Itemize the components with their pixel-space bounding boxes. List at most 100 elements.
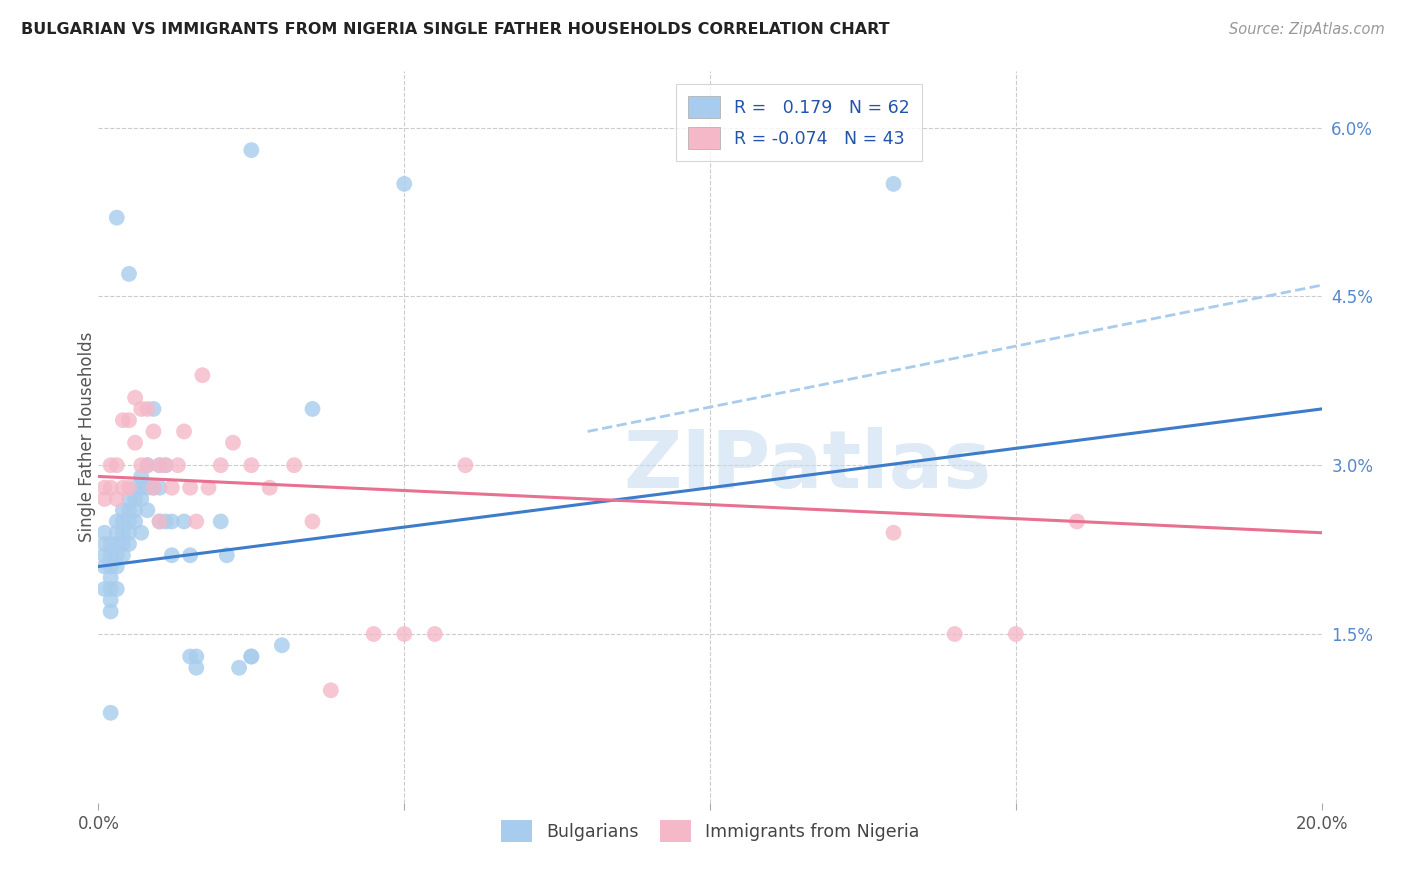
Point xyxy=(191,368,214,383)
Point xyxy=(136,481,159,495)
Point xyxy=(118,503,141,517)
Point xyxy=(105,582,128,596)
Point xyxy=(100,571,122,585)
Point xyxy=(111,548,134,562)
Point xyxy=(105,211,128,225)
Point xyxy=(129,491,152,506)
Point xyxy=(155,458,177,473)
Point xyxy=(197,481,219,495)
Point xyxy=(100,593,122,607)
Point xyxy=(270,638,292,652)
Point xyxy=(1004,627,1026,641)
Point xyxy=(129,469,152,483)
Point xyxy=(179,649,201,664)
Point xyxy=(160,515,183,529)
Point xyxy=(155,515,177,529)
Point xyxy=(100,481,122,495)
Point xyxy=(118,413,141,427)
Point xyxy=(186,649,208,664)
Point xyxy=(100,605,122,619)
Point xyxy=(160,548,183,562)
Point xyxy=(423,627,446,641)
Point xyxy=(100,458,122,473)
Text: BULGARIAN VS IMMIGRANTS FROM NIGERIA SINGLE FATHER HOUSEHOLDS CORRELATION CHART: BULGARIAN VS IMMIGRANTS FROM NIGERIA SIN… xyxy=(21,22,890,37)
Point xyxy=(222,435,245,450)
Point xyxy=(100,559,122,574)
Point xyxy=(129,458,152,473)
Point xyxy=(240,458,263,473)
Point xyxy=(392,627,416,641)
Point xyxy=(129,525,152,540)
Point xyxy=(105,515,128,529)
Point xyxy=(105,491,128,506)
Point xyxy=(179,548,201,562)
Text: ZIPatlas: ZIPatlas xyxy=(624,427,993,506)
Point xyxy=(124,435,146,450)
Point xyxy=(160,481,183,495)
Point xyxy=(136,458,159,473)
Point xyxy=(129,401,152,416)
Point xyxy=(118,481,141,495)
Point xyxy=(149,458,172,473)
Point xyxy=(136,458,159,473)
Point xyxy=(118,515,141,529)
Point xyxy=(124,491,146,506)
Point xyxy=(111,537,134,551)
Point xyxy=(301,401,323,416)
Point xyxy=(124,515,146,529)
Point xyxy=(215,548,238,562)
Point xyxy=(319,683,342,698)
Point xyxy=(93,548,115,562)
Point xyxy=(186,661,208,675)
Text: Source: ZipAtlas.com: Source: ZipAtlas.com xyxy=(1229,22,1385,37)
Point xyxy=(105,537,128,551)
Point xyxy=(124,391,146,405)
Point xyxy=(454,458,477,473)
Point xyxy=(149,481,172,495)
Point xyxy=(283,458,305,473)
Y-axis label: Single Father Households: Single Father Households xyxy=(79,332,96,542)
Point xyxy=(1066,515,1088,529)
Point xyxy=(142,481,165,495)
Point xyxy=(301,515,323,529)
Point xyxy=(105,525,128,540)
Point xyxy=(129,481,152,495)
Point xyxy=(111,481,134,495)
Point xyxy=(118,491,141,506)
Point xyxy=(179,481,201,495)
Point xyxy=(240,143,263,157)
Point xyxy=(105,458,128,473)
Point xyxy=(173,515,195,529)
Point xyxy=(100,548,122,562)
Point xyxy=(124,481,146,495)
Point xyxy=(240,649,263,664)
Point xyxy=(100,537,122,551)
Point xyxy=(93,537,115,551)
Point xyxy=(259,481,281,495)
Point xyxy=(240,649,263,664)
Point xyxy=(93,559,115,574)
Point xyxy=(111,525,134,540)
Point xyxy=(100,706,122,720)
Point xyxy=(93,491,115,506)
Point xyxy=(228,661,250,675)
Point xyxy=(93,582,115,596)
Point xyxy=(155,458,177,473)
Legend: Bulgarians, Immigrants from Nigeria: Bulgarians, Immigrants from Nigeria xyxy=(494,813,927,849)
Point xyxy=(93,481,115,495)
Point xyxy=(105,559,128,574)
Point xyxy=(142,401,165,416)
Point xyxy=(105,548,128,562)
Point xyxy=(142,425,165,439)
Point xyxy=(118,525,141,540)
Point xyxy=(111,503,134,517)
Point xyxy=(118,267,141,281)
Point xyxy=(209,458,232,473)
Point xyxy=(392,177,416,191)
Point xyxy=(186,515,208,529)
Point xyxy=(149,515,172,529)
Point xyxy=(136,503,159,517)
Point xyxy=(883,177,905,191)
Point xyxy=(149,458,172,473)
Point xyxy=(363,627,385,641)
